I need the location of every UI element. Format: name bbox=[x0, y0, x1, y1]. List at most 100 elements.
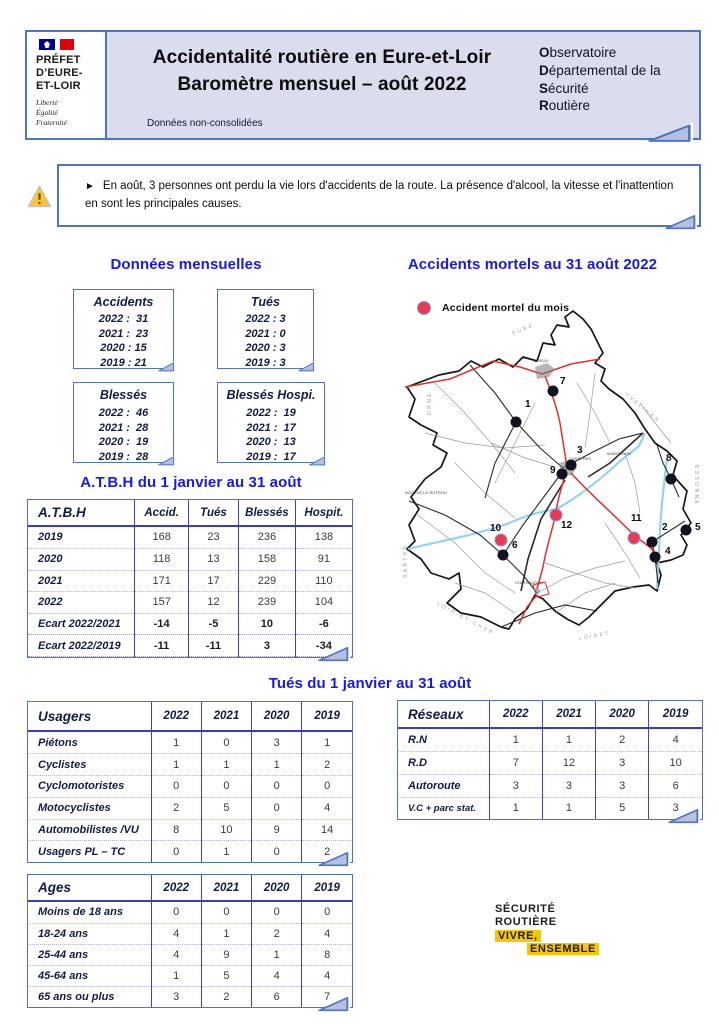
table-row: V.C + parc stat. 1 1 5 3 bbox=[398, 797, 702, 819]
column-header: Réseaux bbox=[398, 701, 490, 729]
data-grid: Ages 2022 2021 2020 2019 Moins de 18 ans 0 0 0 0 1… bbox=[28, 875, 352, 1007]
cell-value: -14 bbox=[134, 613, 189, 636]
cell-value: 2 bbox=[301, 753, 352, 776]
cell-value: 0 bbox=[200, 731, 252, 755]
cell-value: 236 bbox=[238, 526, 296, 549]
odsr-label: Observatoire Départemental de la Sécurit… bbox=[539, 45, 661, 114]
column-header: 2019 bbox=[648, 701, 702, 729]
cell-value: 10 bbox=[200, 819, 252, 842]
row-label: 25-44 ans bbox=[28, 944, 152, 966]
column-header: 2021 bbox=[541, 701, 596, 729]
row-label: R.N bbox=[398, 728, 490, 753]
usagers-table: Usagers 2022 2021 2020 2019 Piétons 1 0 3 1 Cyclis… bbox=[27, 701, 353, 867]
column-header: 2022 bbox=[488, 701, 543, 729]
cell-value: 2 bbox=[251, 923, 302, 945]
table-row: Piétons 1 0 3 1 bbox=[28, 731, 352, 755]
table-row: 45-64 ans 1 5 4 4 bbox=[28, 965, 352, 988]
cell-value: 4 bbox=[301, 797, 352, 820]
fatal-accident-point-2 bbox=[646, 536, 658, 548]
accident-point-number: 11 bbox=[631, 513, 642, 524]
row-label: 2022 bbox=[28, 591, 135, 614]
cell-value: 1 bbox=[541, 797, 596, 819]
cell-value: 4 bbox=[301, 923, 352, 945]
cell-value: 13 bbox=[187, 548, 239, 571]
cell-value: 4 bbox=[301, 965, 352, 988]
column-header: Tués bbox=[187, 500, 239, 527]
cell-value: 0 bbox=[251, 775, 302, 798]
data-box-accidents: Accidents 2022 : 31 2021 : 23 2020 : 15 … bbox=[73, 289, 175, 372]
cell-value: 239 bbox=[238, 591, 296, 614]
cell-value: 1 bbox=[488, 728, 543, 753]
cell-value: 91 bbox=[294, 548, 352, 571]
legend-fatal-accident-dot-icon bbox=[417, 301, 431, 315]
city-label: MAINTENON bbox=[607, 451, 631, 456]
legend-label: Accident mortel du mois bbox=[442, 302, 570, 314]
column-header: Blessés bbox=[238, 500, 296, 527]
row-label: Moins de 18 ans bbox=[28, 901, 152, 924]
cell-value: 0 bbox=[200, 901, 252, 924]
table-row: Cyclistes 1 1 1 2 bbox=[28, 753, 352, 776]
cell-value: 0 bbox=[301, 775, 352, 798]
table-row: Cyclomotoristes 0 0 0 0 bbox=[28, 775, 352, 798]
prefect-logo: PRÉFET D’EURE- ET-LOIR Liberté Égalité F… bbox=[27, 32, 107, 138]
cell-value: 4 bbox=[150, 944, 202, 966]
data-box-tues: Tués 2022 : 3 2021 : 0 2020 : 3 2019 : 3 bbox=[217, 289, 315, 372]
row-label: Motocyclistes bbox=[28, 797, 152, 820]
neighbor-region-label: ORNE bbox=[427, 391, 433, 415]
accident-point-number: 12 bbox=[561, 520, 573, 531]
cell-value: 4 bbox=[251, 965, 302, 988]
cell-value: -6 bbox=[294, 613, 352, 636]
accident-point-number: 7 bbox=[560, 376, 566, 387]
cell-value: 1 bbox=[150, 731, 202, 755]
cell-value: 4 bbox=[150, 923, 202, 945]
cell-value: 1 bbox=[301, 731, 352, 755]
atbh-heading: A.T.B.H du 1 janvier au 31 août bbox=[80, 474, 302, 491]
cell-value: 0 bbox=[150, 840, 202, 862]
column-header: 2021 bbox=[200, 702, 252, 732]
fatal-accident-month-point-11 bbox=[627, 531, 641, 545]
cell-value: 3 bbox=[595, 774, 649, 798]
cell-value: 1 bbox=[488, 797, 543, 819]
column-header: 2019 bbox=[301, 875, 352, 902]
french-flag-icon bbox=[39, 39, 103, 50]
row-label: Autoroute bbox=[398, 774, 490, 798]
cell-value: 5 bbox=[200, 797, 252, 820]
prefect-name: PRÉFET D’EURE- ET-LOIR bbox=[36, 54, 83, 92]
data-box-blesses-hospi: Blessés Hospi. 2022 : 19 2021 : 17 2020 … bbox=[217, 382, 326, 466]
cell-value: 10 bbox=[238, 613, 296, 636]
accident-point-number: 2 bbox=[662, 522, 668, 533]
accident-point-number: 6 bbox=[512, 540, 518, 551]
republic-motto: Liberté Égalité Fraternité bbox=[36, 97, 67, 128]
cell-value: 23 bbox=[187, 526, 239, 549]
table-row: 2020 118 13 158 91 bbox=[28, 548, 352, 571]
cell-value: 17 bbox=[187, 570, 239, 593]
row-label: 2021 bbox=[28, 570, 135, 593]
column-header: 2019 bbox=[301, 702, 352, 732]
neighbor-region-label: SARTHE bbox=[403, 543, 409, 578]
row-label: Usagers PL – TC bbox=[38, 845, 126, 858]
data-grid: Réseaux 2022 2021 2020 2019 R.N 1 1 2 4 R.D 7 12 3 10 A… bbox=[398, 701, 702, 819]
cell-value: 118 bbox=[134, 548, 189, 571]
table-row: R.N 1 1 2 4 bbox=[398, 728, 702, 753]
cell-value: 12 bbox=[541, 751, 596, 775]
ages-table: Ages 2022 2021 2020 2019 Moins de 18 ans 0 0 0 0 1… bbox=[27, 874, 353, 1012]
report-header: PRÉFET D’EURE- ET-LOIR Liberté Égalité F… bbox=[25, 30, 701, 143]
cell-value: 1 bbox=[251, 944, 302, 966]
reseaux-table: Réseaux 2022 2021 2020 2019 R.N 1 1 2 4 R.D 7 12 3 10 A… bbox=[397, 700, 703, 824]
accident-point-number: 10 bbox=[490, 523, 502, 534]
column-header: Accid. bbox=[134, 500, 189, 527]
neighbor-region-label: EURE bbox=[512, 322, 536, 336]
table-row: Motocyclistes 2 5 0 4 bbox=[28, 797, 352, 820]
cell-value: 0 bbox=[251, 840, 302, 862]
row-label: Ecart 2022/2019 bbox=[28, 634, 135, 657]
cell-value: 5 bbox=[595, 797, 649, 819]
cell-value: 168 bbox=[134, 526, 189, 549]
cell-value: 5 bbox=[200, 965, 252, 988]
table-row: 65 ans ou plus 3 2 6 7 bbox=[28, 986, 352, 1007]
alert-box: ► En août, 3 personnes ont perdu la vie l… bbox=[57, 164, 701, 230]
table-row: 2022 157 12 239 104 bbox=[28, 591, 352, 614]
cell-value: 0 bbox=[301, 901, 352, 924]
cell-value: 1 bbox=[150, 753, 202, 776]
row-label: Automobilistes /VU bbox=[28, 819, 152, 842]
